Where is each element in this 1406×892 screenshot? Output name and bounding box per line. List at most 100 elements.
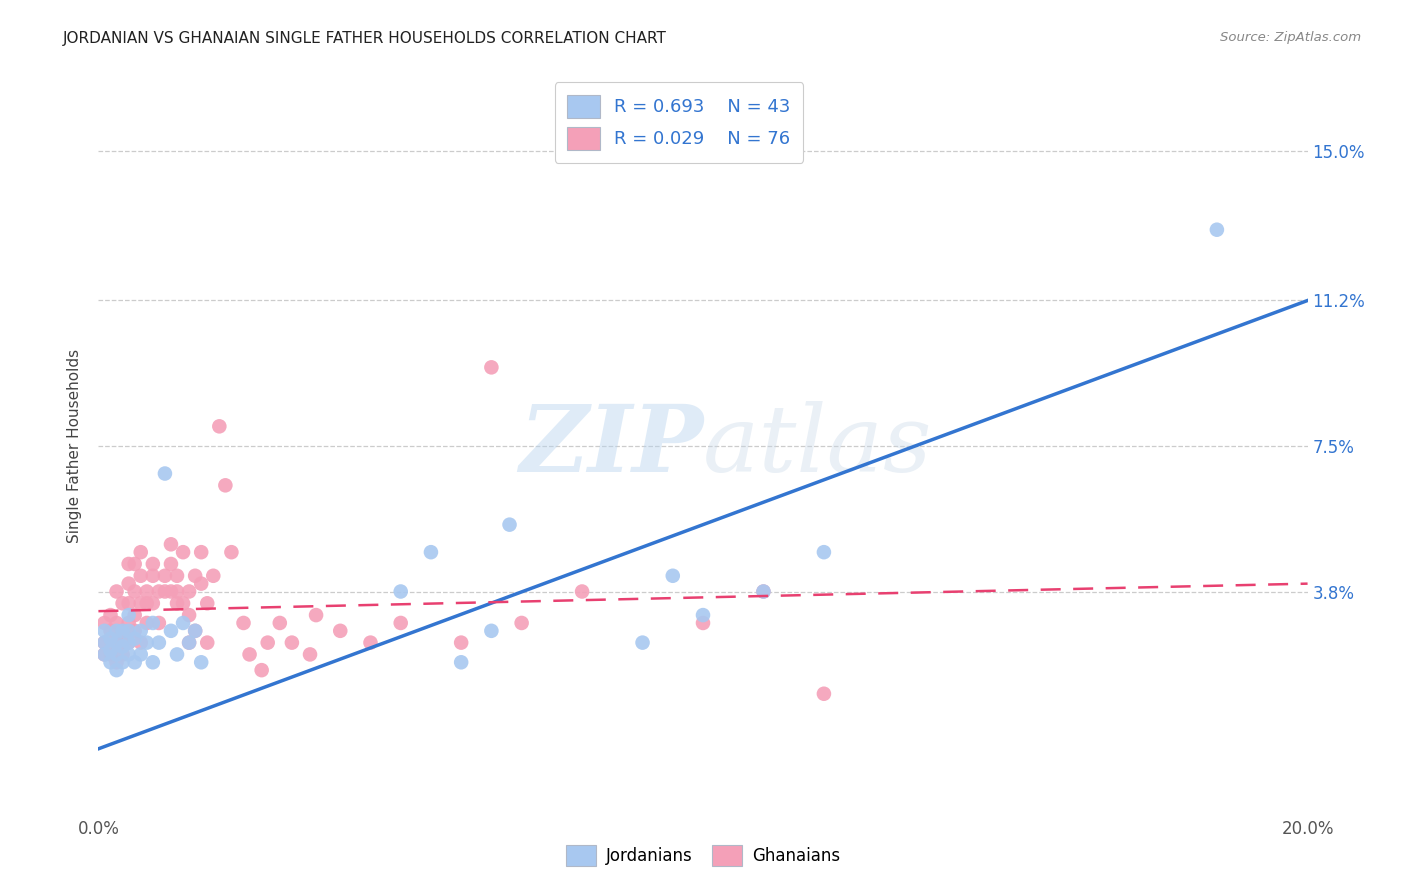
Point <box>299 648 322 662</box>
Point <box>129 596 152 610</box>
Point <box>93 624 115 638</box>
Point <box>135 615 157 630</box>
Point <box>111 655 134 669</box>
Point <box>129 635 152 649</box>
Point <box>135 635 157 649</box>
Point <box>329 624 352 638</box>
Point <box>124 608 146 623</box>
Point <box>752 584 775 599</box>
Point <box>166 568 188 582</box>
Text: Source: ZipAtlas.com: Source: ZipAtlas.com <box>1220 31 1361 45</box>
Point <box>118 635 141 649</box>
Point <box>184 624 207 638</box>
Point <box>124 584 146 599</box>
Point <box>124 655 146 669</box>
Text: atlas: atlas <box>703 401 932 491</box>
Point <box>105 615 128 630</box>
Point <box>142 655 165 669</box>
Point <box>93 615 115 630</box>
Point <box>190 655 212 669</box>
Point <box>118 624 141 638</box>
Point <box>281 635 304 649</box>
Point <box>250 663 273 677</box>
Point <box>239 648 262 662</box>
Point <box>142 568 165 582</box>
Point <box>389 615 412 630</box>
Point <box>256 635 278 649</box>
Point <box>214 478 236 492</box>
Point <box>111 648 134 662</box>
Point <box>166 648 188 662</box>
Point <box>179 608 201 623</box>
Point <box>105 635 128 649</box>
Point <box>129 648 152 662</box>
Point <box>184 624 207 638</box>
Point <box>450 635 472 649</box>
Point <box>100 648 122 662</box>
Point <box>153 467 176 481</box>
Point <box>129 624 152 638</box>
Point <box>118 576 141 591</box>
Point <box>111 624 134 638</box>
Point <box>118 615 141 630</box>
Point <box>232 615 254 630</box>
Point <box>93 635 115 649</box>
Point <box>195 635 218 649</box>
Point <box>202 568 225 582</box>
Point <box>105 584 128 599</box>
Point <box>135 596 157 610</box>
Point <box>124 624 146 638</box>
Point <box>752 584 775 599</box>
Point <box>360 635 382 649</box>
Point <box>661 568 683 582</box>
Point <box>93 648 115 662</box>
Point <box>93 635 115 649</box>
Point <box>160 624 183 638</box>
Point <box>172 545 194 559</box>
Point <box>179 635 201 649</box>
Point <box>118 648 141 662</box>
Point <box>172 596 194 610</box>
Point <box>142 615 165 630</box>
Point <box>813 687 835 701</box>
Point <box>135 584 157 599</box>
Point <box>166 584 188 599</box>
Point <box>160 557 183 571</box>
Point <box>124 632 146 646</box>
Point <box>190 545 212 559</box>
Point <box>111 596 134 610</box>
Point <box>420 545 443 559</box>
Point <box>184 568 207 582</box>
Point <box>129 568 152 582</box>
Point <box>160 537 183 551</box>
Point <box>153 584 176 599</box>
Point <box>93 648 115 662</box>
Point <box>118 557 141 571</box>
Text: JORDANIAN VS GHANAIAN SINGLE FATHER HOUSEHOLDS CORRELATION CHART: JORDANIAN VS GHANAIAN SINGLE FATHER HOUS… <box>63 31 666 46</box>
Legend: R = 0.693    N = 43, R = 0.029    N = 76: R = 0.693 N = 43, R = 0.029 N = 76 <box>554 82 803 162</box>
Point <box>118 608 141 623</box>
Point <box>160 584 183 599</box>
Point <box>129 545 152 559</box>
Point <box>305 608 328 623</box>
Legend: Jordanians, Ghanaians: Jordanians, Ghanaians <box>560 838 846 873</box>
Point <box>631 635 654 649</box>
Point <box>153 568 176 582</box>
Point <box>450 655 472 669</box>
Point <box>813 545 835 559</box>
Point <box>105 663 128 677</box>
Point <box>481 624 503 638</box>
Point <box>571 584 593 599</box>
Point <box>1206 223 1229 237</box>
Point <box>208 419 231 434</box>
Point <box>510 615 533 630</box>
Point <box>692 615 714 630</box>
Point <box>142 596 165 610</box>
Point <box>172 615 194 630</box>
Point <box>100 643 122 657</box>
Y-axis label: Single Father Households: Single Father Households <box>67 349 83 543</box>
Point <box>179 635 201 649</box>
Point <box>481 360 503 375</box>
Point <box>190 576 212 591</box>
Point <box>105 648 128 662</box>
